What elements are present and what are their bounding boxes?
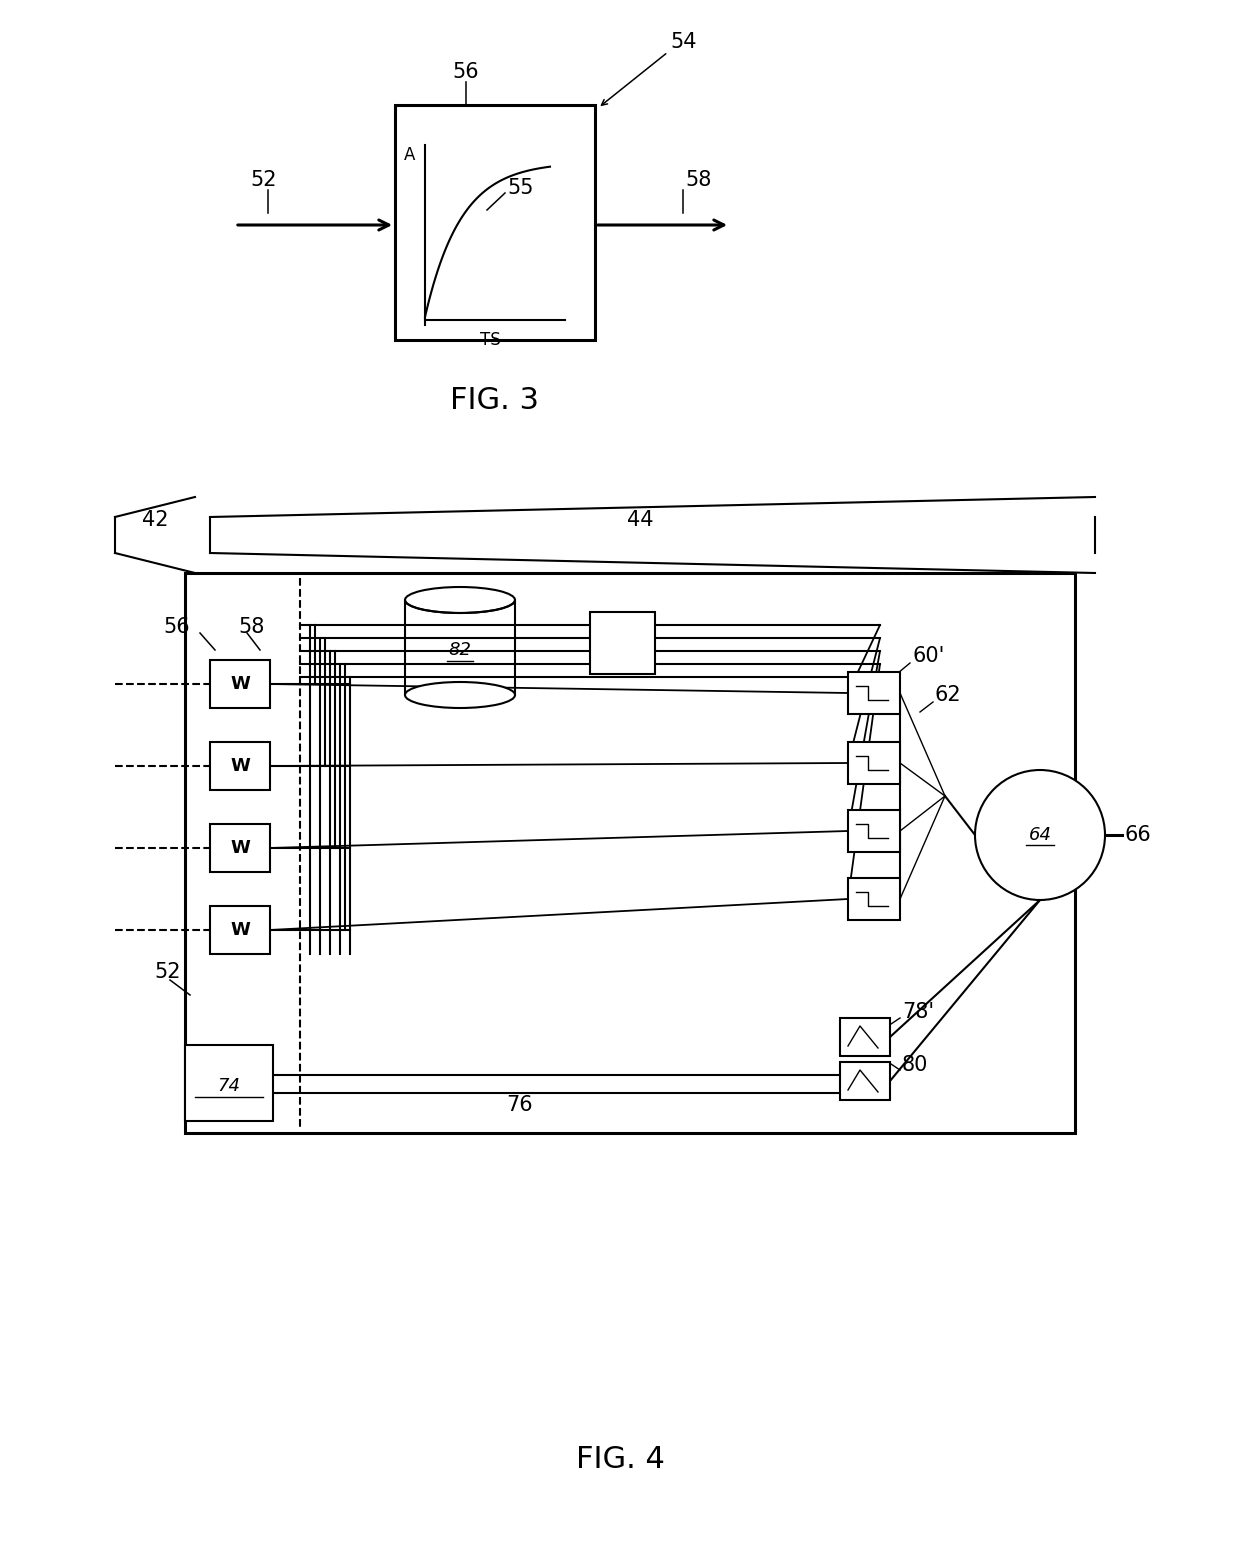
Text: 56: 56: [164, 617, 190, 637]
Bar: [210, 824, 270, 872]
Bar: [839, 1062, 890, 1099]
Text: 54: 54: [670, 33, 697, 51]
Bar: [848, 673, 900, 715]
Text: 66: 66: [1125, 825, 1152, 845]
Text: 52: 52: [155, 962, 181, 982]
Bar: [210, 906, 270, 954]
Bar: [590, 612, 655, 674]
Text: 62: 62: [935, 685, 962, 705]
Bar: [839, 1018, 890, 1056]
Text: 78': 78': [901, 1003, 934, 1021]
Text: 58: 58: [238, 617, 264, 637]
Bar: [185, 1045, 273, 1121]
Bar: [848, 878, 900, 920]
Text: 55: 55: [507, 177, 533, 198]
Text: 74: 74: [217, 1077, 241, 1095]
Text: W: W: [231, 922, 250, 939]
Ellipse shape: [405, 682, 515, 708]
Bar: [210, 660, 270, 708]
Text: 82: 82: [449, 640, 471, 659]
Text: 44: 44: [626, 511, 653, 529]
Text: FIG. 4: FIG. 4: [575, 1445, 665, 1474]
Circle shape: [975, 771, 1105, 900]
Text: W: W: [231, 676, 250, 693]
Text: FIG. 3: FIG. 3: [450, 386, 539, 414]
Text: 76: 76: [507, 1095, 533, 1115]
Bar: [848, 743, 900, 785]
Text: 58: 58: [684, 170, 712, 190]
Text: W: W: [231, 839, 250, 856]
Text: TS: TS: [480, 332, 501, 349]
Bar: [396, 104, 595, 339]
Text: 56: 56: [453, 62, 479, 83]
Bar: [185, 573, 1075, 1133]
Text: W: W: [231, 757, 250, 775]
Text: 80: 80: [901, 1056, 929, 1074]
Text: 42: 42: [141, 511, 169, 529]
Text: 64: 64: [1028, 827, 1052, 844]
Ellipse shape: [405, 587, 515, 613]
Bar: [210, 743, 270, 789]
Text: 60': 60': [911, 646, 945, 666]
Bar: [848, 810, 900, 852]
Text: A: A: [404, 146, 415, 163]
Text: 52: 52: [250, 170, 277, 190]
